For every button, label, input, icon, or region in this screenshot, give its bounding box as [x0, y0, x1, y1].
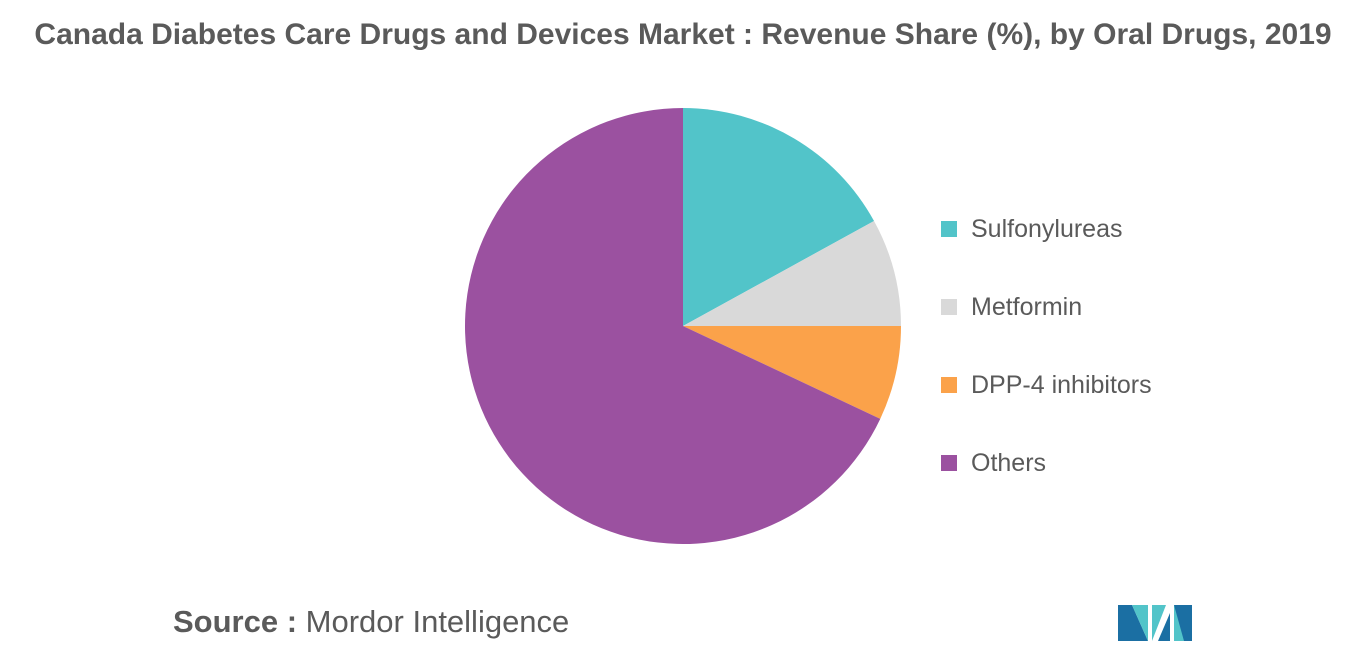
legend-label: Others: [971, 448, 1047, 477]
legend-label: Metformin: [971, 292, 1083, 321]
legend-label: Sulfonylureas: [971, 214, 1123, 243]
source-value: Mordor Intelligence: [305, 604, 570, 639]
mordor-intelligence-logo-icon: [1118, 605, 1192, 641]
legend-swatch: [941, 221, 957, 237]
legend-label: DPP-4 inhibitors: [971, 370, 1152, 399]
source-line: Source : Mordor Intelligence: [173, 604, 569, 640]
legend-item: Others: [941, 424, 1321, 502]
chart-legend: Sulfonylureas Metformin DPP-4 inhibitors Ot…: [941, 190, 1321, 502]
legend-item: DPP-4 inhibitors: [941, 346, 1321, 424]
pie-slice-others: [464, 108, 881, 544]
legend-item: Metformin: [941, 268, 1321, 346]
legend-swatch: [941, 299, 957, 315]
legend-swatch: [941, 455, 957, 471]
legend-swatch: [941, 377, 957, 393]
source-label: Source :: [173, 604, 298, 639]
pie-slice-dpp-4-inhibitors: [683, 326, 901, 419]
pie-slice-sulfonylureas: [683, 108, 875, 326]
legend-item: Sulfonylureas: [941, 190, 1321, 268]
pie-slice-metformin: [683, 220, 901, 326]
chart-title: Canada Diabetes Care Drugs and Devices M…: [34, 18, 1332, 51]
